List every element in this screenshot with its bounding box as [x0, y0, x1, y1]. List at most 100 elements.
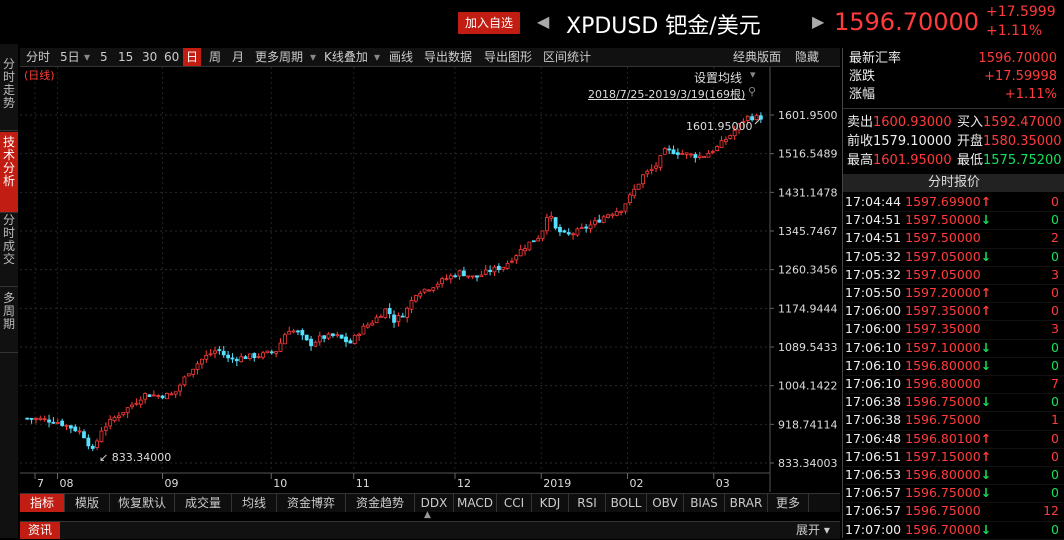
period-monthly[interactable]: 月: [232, 50, 245, 64]
candle-body: [501, 266, 506, 270]
tab-capital-trend[interactable]: 资金趋势: [346, 494, 415, 512]
candle-body: [737, 123, 741, 131]
candle-body: [540, 230, 545, 240]
tab-cci[interactable]: CCI: [497, 494, 532, 512]
tab-obv[interactable]: OBV: [647, 494, 684, 512]
candle-body: [287, 330, 292, 335]
x-tick-label: 2019: [543, 477, 571, 490]
prev-symbol-icon[interactable]: ◀: [537, 12, 550, 31]
open-value: 1580.35000: [983, 134, 1062, 149]
more-periods-menu[interactable]: 更多周期: [255, 50, 304, 64]
tick-volume: 3: [1051, 321, 1059, 337]
tick-time: 17:04:44: [845, 194, 902, 209]
tab-kdj[interactable]: KDJ: [532, 494, 569, 512]
tick-time: 17:06:57: [845, 503, 902, 519]
dropdown-arrow-icon[interactable]: ▾: [750, 68, 756, 81]
tab-multi-period[interactable]: 多周期: [0, 292, 18, 353]
dropdown-arrow-icon[interactable]: ▾: [84, 50, 91, 64]
next-symbol-icon[interactable]: ▶: [812, 12, 825, 31]
tick-row: 17:06:57 1596.75000↓ 0: [845, 484, 1064, 504]
candle-body: [313, 341, 318, 347]
candle-body: [34, 417, 38, 420]
kline-chart[interactable]: 1601.9500 1516.5489 1431.1478 1345.7467 1260…: [20, 67, 840, 492]
tab-more[interactable]: 更多: [768, 494, 809, 512]
candle-body: [448, 275, 453, 280]
candle-body: [597, 219, 602, 223]
news-bar: 资讯 展开 ▾: [20, 521, 840, 539]
tick-volume: 0: [1051, 521, 1059, 537]
tab-ddx[interactable]: DDX: [415, 494, 454, 512]
tick-time: 17:04:51: [845, 230, 902, 246]
draw-line-button[interactable]: 画线: [389, 50, 414, 64]
news-tab[interactable]: 资讯: [20, 522, 60, 539]
candle-body: [536, 238, 541, 242]
tab-intraday-trades[interactable]: 分时成交: [0, 214, 18, 287]
kline-overlay-menu[interactable]: K线叠加: [324, 50, 368, 64]
tab-intraday-trend[interactable]: 分时走势: [0, 58, 18, 131]
candle-body: [151, 394, 156, 397]
candle-body: [160, 395, 165, 399]
candle-body: [575, 228, 580, 236]
period-15min[interactable]: 15: [118, 50, 134, 64]
tab-bias[interactable]: BIAS: [684, 494, 725, 512]
dropdown-arrow-icon[interactable]: ▾: [310, 50, 317, 64]
period-30min[interactable]: 30: [142, 50, 158, 64]
candle-body: [130, 404, 134, 408]
divider: [843, 108, 1064, 109]
export-data-button[interactable]: 导出数据: [424, 50, 473, 64]
collapse-arrow-icon[interactable]: ▲: [424, 510, 431, 520]
expand-button[interactable]: 展开 ▾: [796, 523, 830, 537]
candle-body: [138, 399, 143, 405]
add-to-watchlist-button[interactable]: 加入自选: [458, 12, 520, 34]
period-5day[interactable]: 5日: [60, 50, 80, 64]
period-weekly[interactable]: 周: [209, 50, 222, 64]
candle-body: [221, 350, 226, 356]
candle-body: [693, 154, 698, 159]
candle-body: [278, 342, 283, 352]
tab-boll[interactable]: BOLL: [606, 494, 647, 512]
candle-body: [47, 419, 51, 423]
open-label: 开盘: [957, 134, 984, 149]
arrow-up-icon: ↑: [980, 194, 992, 209]
tab-macd[interactable]: MACD: [454, 494, 497, 512]
ma-settings-button[interactable]: 设置均线: [694, 71, 743, 85]
tick-row: 17:06:48 1596.80100↑ 0: [845, 430, 1064, 449]
period-intraday[interactable]: 分时: [26, 50, 51, 64]
period-daily[interactable]: 日: [183, 48, 202, 66]
candle-body: [330, 333, 335, 336]
range-stats-button[interactable]: 区间统计: [543, 50, 592, 64]
period-5min[interactable]: 5: [100, 50, 108, 64]
tab-capital-game[interactable]: 资金博弈: [277, 494, 346, 512]
kline-chart-svg[interactable]: 1601.9500 1516.5489 1431.1478 1345.7467 1260…: [20, 67, 840, 492]
tab-rsi[interactable]: RSI: [569, 494, 606, 512]
classic-layout-button[interactable]: 经典版面: [733, 50, 782, 64]
tab-restore-default[interactable]: 恢复默认: [110, 494, 175, 512]
candle-body: [108, 418, 113, 427]
period-60min[interactable]: 60: [164, 50, 180, 64]
candle-body: [457, 270, 462, 277]
tab-templates[interactable]: 模版: [65, 494, 110, 512]
tab-ma[interactable]: 均线: [232, 494, 277, 512]
candle-body: [492, 266, 497, 273]
candle-body: [514, 255, 519, 261]
dropdown-arrow-icon[interactable]: ▾: [374, 50, 381, 64]
tab-technical-analysis[interactable]: 技术分析: [0, 132, 18, 213]
tick-volume: 2: [1051, 230, 1059, 246]
hide-button[interactable]: 隐藏: [795, 50, 820, 64]
pin-icon[interactable]: ⚲: [748, 85, 757, 98]
candle-body: [60, 420, 65, 426]
tick-price: 1597.20000: [905, 285, 981, 300]
tick-list[interactable]: 17:04:44 1597.69900↑ 0 17:04:51 1597.50000↓ 0…: [843, 193, 1064, 540]
export-image-button[interactable]: 导出图形: [484, 50, 533, 64]
candle-body: [335, 334, 340, 337]
tab-indicators[interactable]: 指标: [20, 494, 65, 512]
candle-body: [261, 352, 265, 358]
tick-row: 17:06:38 1596.75000↓ 0: [845, 393, 1064, 413]
candle-body: [234, 358, 239, 362]
tab-volume[interactable]: 成交量: [175, 494, 232, 512]
symbol-title: XPDUSD 钯金/美元: [566, 14, 761, 39]
candle-body: [191, 368, 196, 375]
candle-body: [483, 269, 488, 275]
candle-body: [593, 220, 597, 225]
tab-brar[interactable]: BRAR: [725, 494, 768, 512]
